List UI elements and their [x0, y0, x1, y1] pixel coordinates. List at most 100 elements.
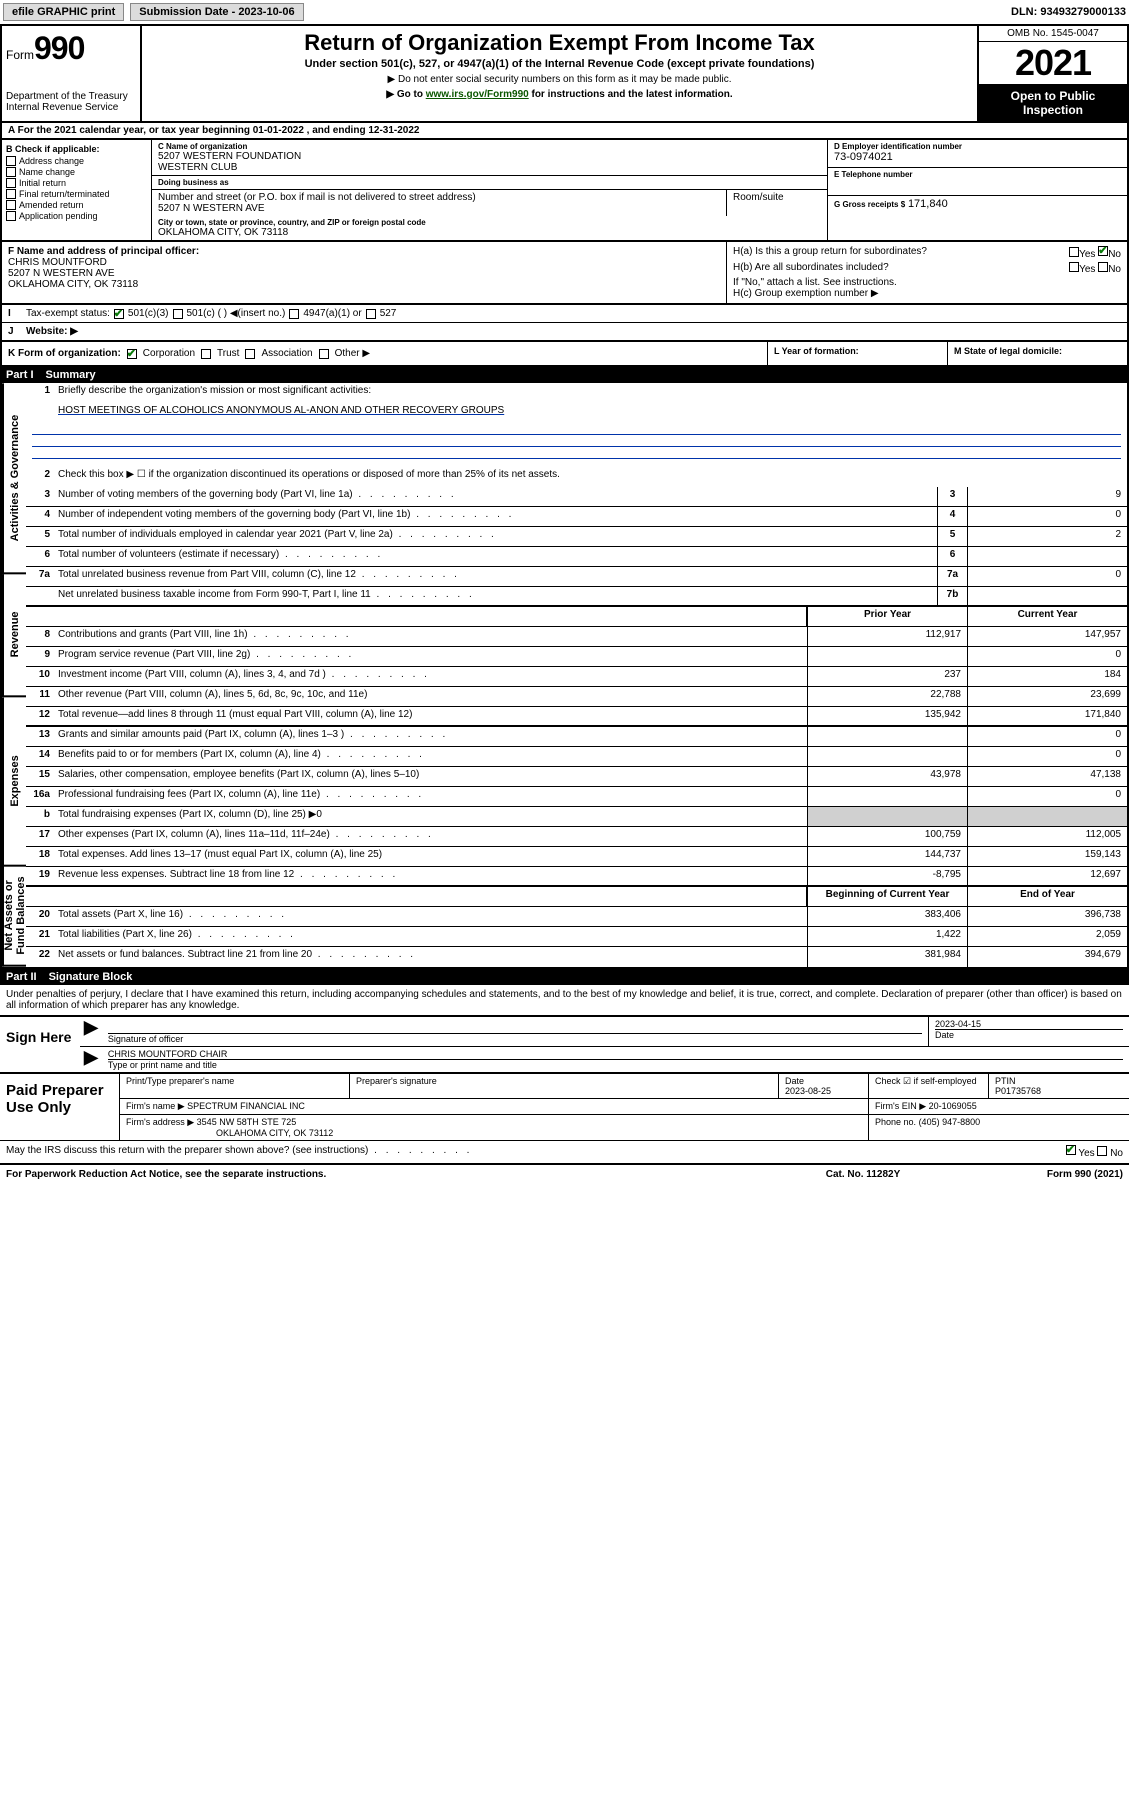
chk-corp[interactable]: [127, 349, 137, 359]
irs-discuss-row: May the IRS discuss this return with the…: [0, 1140, 1129, 1163]
perjury-note: Under penalties of perjury, I declare th…: [0, 985, 1129, 1015]
l14-curr: 0: [967, 747, 1127, 766]
l7a-val: 0: [967, 567, 1127, 586]
firm-addr2: OKLAHOMA CITY, OK 73112: [126, 1128, 862, 1138]
form-title: Return of Organization Exempt From Incom…: [146, 30, 973, 56]
chk-501c3[interactable]: [114, 309, 124, 319]
chk-amended[interactable]: [6, 200, 16, 210]
paid-preparer-block: Paid Preparer Use Only Print/Type prepar…: [0, 1072, 1129, 1140]
sign-here-block: Sign Here ▶ Signature of officer 2023-04…: [0, 1015, 1129, 1072]
l16b-curr: [967, 807, 1127, 826]
l13-curr: 0: [967, 727, 1127, 746]
l16b-prior: [807, 807, 967, 826]
hc-group-exemption: H(c) Group exemption number ▶: [733, 288, 1121, 299]
l7b-val: [967, 587, 1127, 605]
l13-prior: [807, 727, 967, 746]
top-bar: efile GRAPHIC print Submission Date - 20…: [0, 0, 1129, 25]
open-to-public: Open to Public Inspection: [979, 85, 1127, 121]
firm-name: SPECTRUM FINANCIAL INC: [187, 1101, 305, 1111]
row-klm: K Form of organization: Corporation Trus…: [0, 342, 1129, 367]
l8-curr: 147,957: [967, 627, 1127, 646]
l8-prior: 112,917: [807, 627, 967, 646]
org-block: B Check if applicable: Address change Na…: [0, 140, 1129, 242]
tax-year: 2021: [979, 42, 1127, 85]
chk-hb-yes[interactable]: [1069, 262, 1079, 272]
l16a-curr: 0: [967, 787, 1127, 806]
mission: HOST MEETINGS OF ALCOHOLICS ANONYMOUS AL…: [54, 403, 1127, 423]
org-name: 5207 WESTERN FOUNDATION WESTERN CLUB: [158, 151, 821, 173]
gross-receipts: 171,840: [908, 198, 948, 210]
form-ref: Form 990 (2021): [963, 1169, 1123, 1180]
part2-header: Part II Signature Block: [0, 969, 1129, 985]
chk-self-employed[interactable]: Check ☑ if self-employed: [869, 1074, 989, 1098]
submission-date: Submission Date - 2023-10-06: [130, 3, 303, 21]
l12-curr: 171,840: [967, 707, 1127, 725]
footer: For Paperwork Reduction Act Notice, see …: [0, 1163, 1129, 1184]
side-expenses: Expenses: [2, 698, 26, 867]
chk-assoc[interactable]: [245, 349, 255, 359]
chk-discuss-yes[interactable]: [1066, 1145, 1076, 1155]
form-number: 990: [34, 30, 84, 66]
l10-curr: 184: [967, 667, 1127, 686]
chk-ha-no[interactable]: [1098, 246, 1108, 256]
form-header: Form990 Department of the Treasury Inter…: [0, 25, 1129, 123]
chk-name-change[interactable]: [6, 167, 16, 177]
l22-end: 394,679: [967, 947, 1127, 967]
cat-no: Cat. No. 11282Y: [763, 1169, 963, 1180]
l14-prior: [807, 747, 967, 766]
prep-date: 2023-08-25: [785, 1086, 862, 1096]
l12-prior: 135,942: [807, 707, 967, 725]
chk-4947[interactable]: [289, 309, 299, 319]
efile-button[interactable]: efile GRAPHIC print: [3, 3, 124, 21]
city-state-zip: OKLAHOMA CITY, OK 73118: [158, 227, 821, 238]
box-f: F Name and address of principal officer:…: [2, 242, 727, 303]
note-link: ▶ Go to www.irs.gov/Form990 for instruct…: [146, 89, 973, 100]
l15-curr: 47,138: [967, 767, 1127, 786]
chk-527[interactable]: [366, 309, 376, 319]
l9-prior: [807, 647, 967, 666]
row-fh: F Name and address of principal officer:…: [0, 242, 1129, 305]
chk-app-pending[interactable]: [6, 211, 16, 221]
firm-phone: (405) 947-8800: [919, 1117, 981, 1127]
line-a: A For the 2021 calendar year, or tax yea…: [0, 123, 1129, 140]
firm-ein: 20-1069055: [929, 1101, 977, 1111]
chk-final-return[interactable]: [6, 189, 16, 199]
part1-header: Part I Summary: [0, 367, 1129, 383]
form-prefix: Form: [6, 48, 34, 62]
box-de: D Employer identification number 73-0974…: [827, 140, 1127, 240]
summary-table: Activities & Governance Revenue Expenses…: [2, 383, 1127, 967]
l15-prior: 43,978: [807, 767, 967, 786]
street-address: 5207 N WESTERN AVE: [158, 203, 720, 214]
department: Department of the Treasury Internal Reve…: [6, 91, 136, 113]
l17-curr: 112,005: [967, 827, 1127, 846]
chk-initial-return[interactable]: [6, 178, 16, 188]
l21-beg: 1,422: [807, 927, 967, 946]
ein: 73-0974021: [834, 151, 1121, 163]
l11-curr: 23,699: [967, 687, 1127, 706]
officer-name: CHRIS MOUNTFORD: [8, 257, 720, 268]
side-netassets: Net Assets or Fund Balances: [2, 866, 26, 967]
ptin: P01735768: [995, 1086, 1123, 1096]
chk-ha-yes[interactable]: [1069, 247, 1079, 257]
irs-link[interactable]: www.irs.gov/Form990: [426, 89, 529, 100]
l19-curr: 12,697: [967, 867, 1127, 885]
side-governance: Activities & Governance: [2, 383, 26, 574]
l20-end: 396,738: [967, 907, 1127, 926]
chk-discuss-no[interactable]: [1097, 1146, 1107, 1156]
l22-beg: 381,984: [807, 947, 967, 967]
l9-curr: 0: [967, 647, 1127, 666]
box-h: H(a) Is this a group return for subordin…: [727, 242, 1127, 303]
l4-val: 0: [967, 507, 1127, 526]
l11-prior: 22,788: [807, 687, 967, 706]
box-c: C Name of organization 5207 WESTERN FOUN…: [152, 140, 827, 240]
chk-hb-no[interactable]: [1098, 262, 1108, 272]
chk-other[interactable]: [319, 349, 329, 359]
sig-date: 2023-04-15: [935, 1019, 1123, 1029]
l19-prior: -8,795: [807, 867, 967, 885]
chk-trust[interactable]: [201, 349, 211, 359]
dln: DLN: 93493279000133: [1011, 6, 1126, 18]
chk-address-change[interactable]: [6, 156, 16, 166]
chk-501c[interactable]: [173, 309, 183, 319]
officer-name-title: CHRIS MOUNTFORD CHAIR: [108, 1049, 1123, 1059]
firm-addr1: 3545 NW 58TH STE 725: [197, 1117, 297, 1127]
